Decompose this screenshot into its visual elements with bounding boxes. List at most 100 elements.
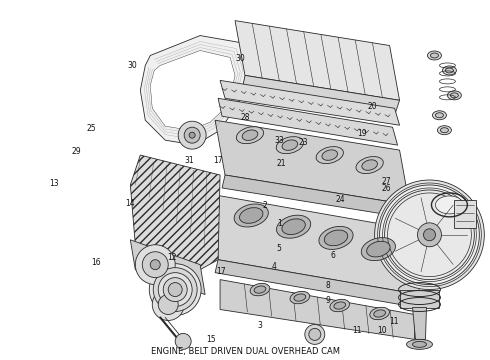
Text: 27: 27 [382, 177, 392, 186]
Circle shape [189, 132, 195, 138]
Ellipse shape [282, 140, 298, 150]
Text: 15: 15 [206, 335, 216, 344]
Circle shape [380, 185, 479, 285]
Polygon shape [130, 240, 205, 294]
Text: 19: 19 [357, 129, 367, 138]
Text: 13: 13 [49, 179, 59, 188]
Polygon shape [413, 307, 426, 339]
Ellipse shape [290, 291, 310, 304]
Circle shape [158, 294, 178, 315]
Text: 10: 10 [377, 326, 387, 335]
Circle shape [158, 273, 192, 306]
Ellipse shape [436, 196, 464, 214]
Circle shape [178, 121, 206, 149]
Circle shape [142, 252, 168, 278]
Circle shape [385, 190, 474, 280]
Text: 29: 29 [72, 147, 81, 156]
Text: 11: 11 [353, 326, 362, 335]
Polygon shape [399, 289, 440, 307]
Text: 3: 3 [257, 321, 262, 330]
Polygon shape [235, 21, 399, 100]
Ellipse shape [436, 113, 443, 118]
Ellipse shape [362, 160, 377, 170]
Bar [454, 200, 476, 228]
Ellipse shape [431, 53, 439, 58]
Ellipse shape [294, 294, 306, 301]
Text: 17: 17 [213, 156, 223, 165]
Ellipse shape [322, 150, 338, 160]
Text: 14: 14 [125, 199, 135, 208]
Ellipse shape [234, 204, 269, 227]
Ellipse shape [240, 208, 263, 223]
Ellipse shape [450, 93, 458, 98]
Ellipse shape [254, 286, 266, 293]
Ellipse shape [276, 215, 311, 238]
Text: 11: 11 [389, 317, 399, 326]
Polygon shape [215, 260, 419, 307]
Ellipse shape [324, 230, 348, 246]
Ellipse shape [407, 339, 433, 349]
Ellipse shape [438, 126, 451, 135]
Circle shape [305, 324, 325, 345]
Circle shape [184, 127, 200, 143]
Text: 20: 20 [367, 102, 377, 111]
Ellipse shape [242, 130, 258, 140]
Text: 2: 2 [262, 201, 267, 210]
Circle shape [375, 180, 484, 289]
Polygon shape [140, 36, 248, 145]
Text: 16: 16 [91, 258, 101, 267]
Circle shape [423, 229, 436, 241]
Circle shape [175, 333, 191, 349]
Ellipse shape [445, 68, 453, 73]
Polygon shape [215, 195, 419, 294]
Ellipse shape [250, 283, 270, 296]
Polygon shape [130, 155, 220, 270]
Text: ENGINE, BELT DRIVEN DUAL OVERHEAD CAM: ENGINE, BELT DRIVEN DUAL OVERHEAD CAM [150, 347, 340, 356]
Text: 1: 1 [277, 219, 282, 228]
Text: 9: 9 [326, 296, 330, 305]
Circle shape [149, 264, 201, 315]
Text: 8: 8 [326, 281, 330, 290]
Text: 5: 5 [277, 244, 282, 253]
Ellipse shape [367, 241, 390, 257]
Circle shape [309, 328, 321, 340]
Text: 6: 6 [331, 251, 335, 260]
Text: 12: 12 [167, 253, 176, 262]
Text: 23: 23 [299, 138, 308, 147]
Ellipse shape [442, 66, 456, 75]
Text: 17: 17 [216, 267, 225, 276]
Ellipse shape [330, 299, 349, 312]
Text: 4: 4 [272, 262, 277, 271]
Circle shape [417, 223, 441, 247]
Ellipse shape [413, 341, 426, 347]
Text: 30: 30 [128, 61, 138, 70]
Text: 24: 24 [336, 195, 345, 204]
Ellipse shape [236, 127, 264, 144]
Text: 21: 21 [277, 159, 286, 168]
Polygon shape [220, 80, 399, 125]
Circle shape [168, 283, 182, 297]
Ellipse shape [356, 157, 383, 174]
Ellipse shape [374, 310, 386, 317]
Circle shape [163, 278, 187, 302]
Ellipse shape [433, 111, 446, 120]
Ellipse shape [447, 91, 462, 100]
Polygon shape [242, 75, 399, 115]
Circle shape [135, 245, 175, 285]
Ellipse shape [427, 51, 441, 60]
Text: 33: 33 [274, 136, 284, 145]
Text: 25: 25 [86, 123, 96, 132]
Text: 30: 30 [235, 54, 245, 63]
Ellipse shape [282, 219, 305, 235]
Ellipse shape [276, 137, 303, 154]
Ellipse shape [319, 226, 353, 249]
Circle shape [152, 289, 184, 320]
Polygon shape [218, 98, 397, 145]
Polygon shape [220, 280, 415, 339]
Ellipse shape [441, 128, 448, 133]
Text: 28: 28 [240, 113, 250, 122]
Text: 26: 26 [382, 184, 392, 193]
Text: 31: 31 [184, 156, 194, 165]
Ellipse shape [361, 238, 395, 261]
Ellipse shape [334, 302, 345, 309]
